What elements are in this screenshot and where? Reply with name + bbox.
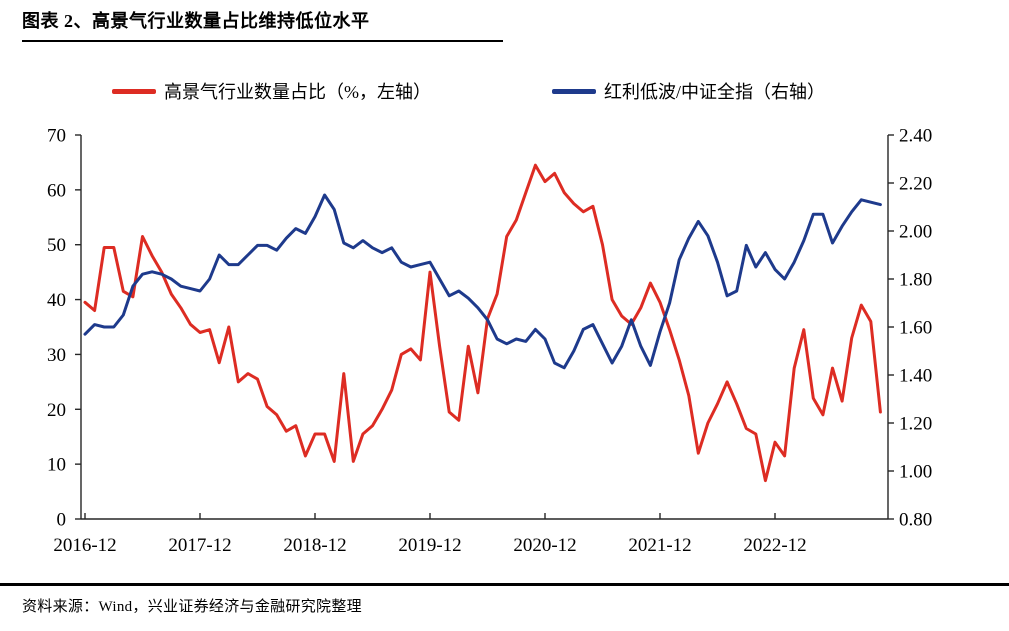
legend-label: 红利低波/中证全指（右轴） (604, 82, 825, 102)
x-axis-tick-label: 2021-12 (628, 535, 691, 556)
blue-line-swatch-icon (552, 88, 596, 94)
footer-rule (0, 583, 1009, 586)
x-axis-tick-label: 2018-12 (283, 535, 346, 556)
right-axis-tick-label: 2.00 (899, 222, 932, 243)
legend-item-high-boom: 高景气行业数量占比（%，左轴） (112, 78, 431, 104)
left-axis-tick-label: 10 (47, 455, 66, 476)
left-axis-tick-label: 40 (47, 290, 66, 311)
x-axis-tick-label: 2019-12 (398, 535, 461, 556)
left-axis-tick-label: 20 (47, 400, 66, 421)
series-line-dividend-lowvol-ratio (83, 193, 882, 370)
right-axis-tick-label: 1.80 (899, 270, 932, 291)
red-line-swatch-icon (112, 88, 156, 94)
legend-label: 高景气行业数量占比（%，左轴） (164, 82, 431, 102)
left-axis-tick-label: 70 (47, 126, 66, 147)
left-axis-tick-label: 50 (47, 235, 66, 256)
right-axis-tick-label: 1.20 (899, 414, 932, 435)
chart-title: 图表 2、高景气行业数量占比维持低位水平 (22, 11, 370, 31)
x-axis-tick-label: 2016-12 (53, 535, 116, 556)
x-axis-tick-label: 2017-12 (168, 535, 231, 556)
left-axis-tick-label: 30 (47, 345, 66, 366)
right-axis-tick-label: 0.80 (899, 510, 932, 531)
right-axis-tick-label: 1.00 (899, 462, 932, 483)
title-underline (22, 40, 503, 42)
right-axis-tick-label: 1.40 (899, 366, 932, 387)
source-note: 资料来源：Wind，兴业证券经济与金融研究院整理 (22, 599, 362, 615)
right-axis-tick-label: 1.60 (899, 318, 932, 339)
x-axis-tick-label: 2022-12 (743, 535, 806, 556)
legend-item-dividend-lowvol: 红利低波/中证全指（右轴） (552, 78, 825, 104)
right-axis-tick-label: 2.40 (899, 126, 932, 147)
x-axis-tick-label: 2020-12 (513, 535, 576, 556)
series-line-high-boom-share (83, 163, 882, 483)
right-axis-tick-label: 2.20 (899, 174, 932, 195)
left-axis-tick-label: 60 (47, 180, 66, 201)
left-axis-tick-label: 0 (57, 510, 67, 531)
chart-legend: 高景气行业数量占比（%，左轴） 红利低波/中证全指（右轴） (0, 78, 1009, 104)
